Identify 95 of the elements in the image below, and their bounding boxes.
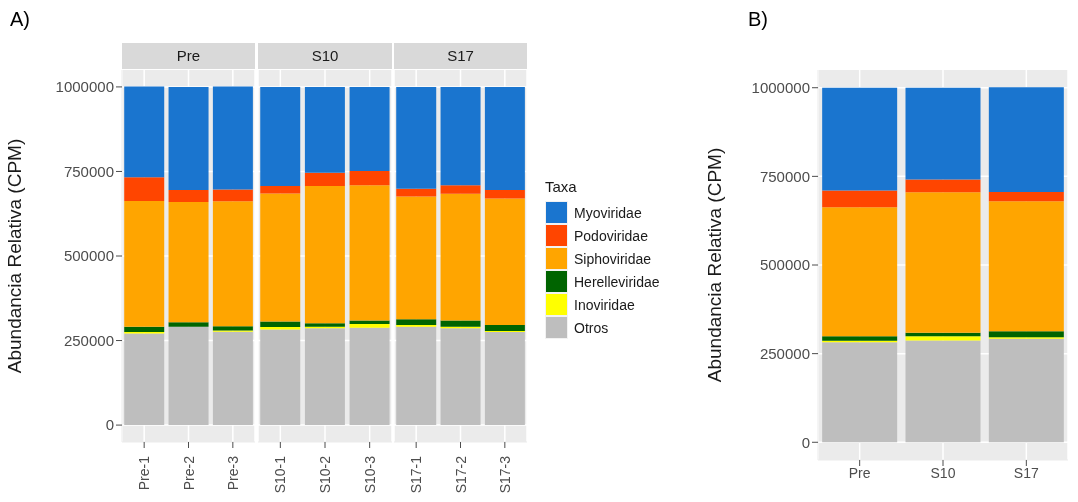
bar [396,86,437,189]
text: Siphoviridae [574,250,652,267]
x-tick-label: S17-1 [408,455,425,494]
bar [304,172,345,186]
bar [440,320,481,327]
y-tick-label: 0 [105,416,114,434]
y-tick-label: 0 [801,433,810,451]
bar [988,191,1064,202]
bar [440,328,481,426]
x-tick-label: S10-3 [361,455,378,494]
bar [484,190,525,199]
y-tick-label: 250000 [63,331,114,349]
bar [349,185,390,321]
bar [905,192,981,333]
chart-title: Pre [122,43,255,69]
legend-label: Otros [574,319,609,336]
x-tick-label: S10 [930,464,956,481]
bar [905,336,981,341]
bar [124,86,165,178]
y-axis-title: Abundancia Relativa (CPM) [3,138,25,374]
legend-label: Herelleviridae [574,273,660,290]
bar [260,329,301,426]
legend-label: Myoviridae [574,204,642,221]
bar [260,186,301,194]
y-tick-label: 1000000 [751,79,810,97]
bar [396,319,437,325]
bar [168,190,209,202]
bar [260,321,301,328]
bar [396,326,437,426]
text: B) [748,8,768,31]
legend-title: Taxa [545,178,578,195]
bar [484,332,525,426]
bar [168,201,209,323]
bar [905,179,981,193]
bar [822,207,898,337]
y-tick-label: 1000000 [55,78,114,96]
bar [484,198,525,325]
x-tick-label: S10-1 [272,455,289,494]
bar [212,86,253,190]
bar [905,87,981,180]
bar [124,326,165,333]
bar [440,193,481,321]
bar [988,338,1064,443]
x-tick-label: Pre [848,464,871,481]
bar [124,200,165,327]
bar [822,190,898,208]
bar [396,196,437,320]
y-axis-title: Abundancia Relativa (CPM) [703,147,725,383]
x-tick-label: Pre-1 [136,455,153,491]
legend-label: Podoviridae [574,227,648,244]
y-tick-label: 750000 [63,162,114,180]
bar [822,336,898,341]
bar [124,333,165,426]
bar [349,171,390,186]
y-tick-label: 750000 [759,167,810,185]
bar [349,327,390,426]
bar [822,342,898,443]
bar [212,201,253,327]
bar [304,86,345,173]
bar [988,87,1064,192]
bar [822,87,898,191]
bar [349,323,390,328]
bar [484,86,525,191]
x-tick-label: Pre-2 [180,455,197,491]
bar [484,324,525,332]
text: A) [10,8,30,31]
bar [988,201,1064,332]
bar [440,185,481,194]
bar [349,86,390,172]
x-tick-label: S17-2 [452,455,469,494]
bar [168,326,209,426]
bar [212,326,253,331]
y-tick-label: 250000 [759,344,810,362]
bar [260,193,301,322]
x-tick-label: S17-3 [496,455,513,494]
bar [260,86,301,186]
bar [124,177,165,201]
y-tick-label: 500000 [759,256,810,274]
bar [212,331,253,426]
x-tick-label: S17 [1013,464,1039,481]
bar [304,328,345,426]
bar [168,86,209,191]
bar [988,331,1064,338]
bar [168,322,209,327]
x-tick-label: S10-2 [317,455,333,494]
bar [905,340,981,443]
bar [440,86,481,186]
chart-title: S10 [258,43,392,69]
chart-title: S17 [394,43,527,69]
y-tick-label: 500000 [63,247,114,265]
x-tick-label: Pre-3 [224,455,241,491]
bar [304,186,345,324]
bar [212,189,253,202]
bar [396,188,437,197]
legend-label: Inoviridae [574,296,635,313]
